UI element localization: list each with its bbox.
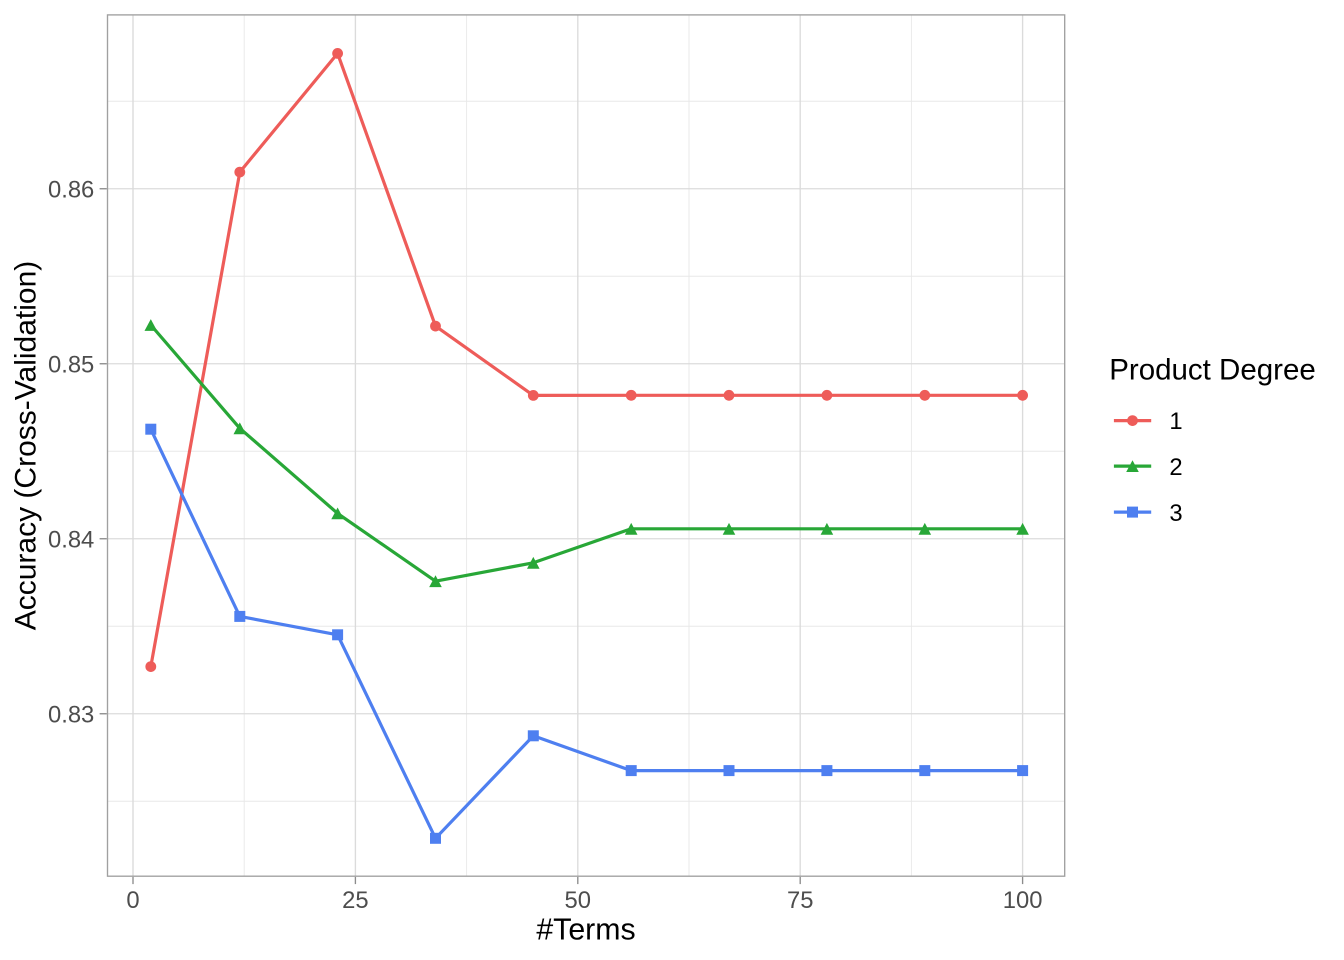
svg-text:0.83: 0.83 — [48, 702, 94, 729]
svg-text:0.85: 0.85 — [48, 352, 94, 379]
svg-text:Accuracy (Cross-Validation): Accuracy (Cross-Validation) — [10, 261, 43, 631]
svg-text:0.86: 0.86 — [48, 177, 94, 204]
svg-text:0.84: 0.84 — [48, 527, 94, 554]
svg-text:50: 50 — [565, 887, 591, 914]
svg-text:1: 1 — [1169, 408, 1182, 435]
svg-text:3: 3 — [1169, 500, 1182, 527]
svg-text:0: 0 — [126, 887, 139, 914]
svg-text:Product Degree: Product Degree — [1109, 354, 1316, 387]
svg-text:100: 100 — [1003, 887, 1043, 914]
svg-text:25: 25 — [342, 887, 368, 914]
svg-text:#Terms: #Terms — [536, 913, 635, 946]
svg-text:75: 75 — [787, 887, 813, 914]
svg-text:2: 2 — [1169, 454, 1182, 481]
